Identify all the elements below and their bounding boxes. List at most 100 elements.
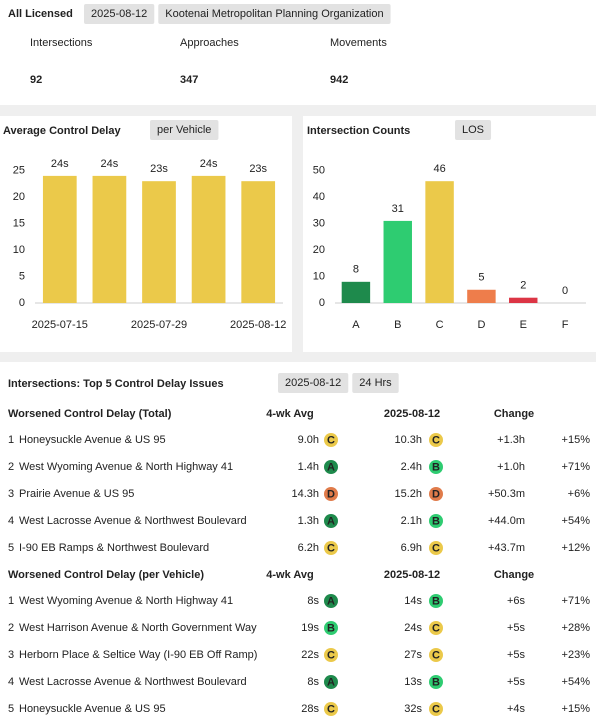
grade-letter: B [327,622,335,634]
delay-change: +43.7m [488,542,525,554]
y-tick-label: 20 [313,244,325,256]
grade-badge [429,702,443,716]
delay-change-pct: +15% [562,703,591,715]
grade-letter: B [432,676,440,688]
y-tick-label: 0 [319,297,325,309]
y-tick-label: 40 [313,191,325,203]
delay-change: +5s [507,676,526,688]
bar [467,289,496,303]
avg-delay: 22s [301,649,319,661]
y-tick-label: 5 [19,270,25,282]
delay-change: +4s [507,703,526,715]
y-tick-label: 20 [13,191,25,203]
bar [142,181,176,303]
grade-badge [324,460,338,474]
grade-letter: C [432,542,440,554]
kpi-value: 942 [330,74,348,86]
x-tick-label: B [394,319,401,331]
issues-title: Intersections: Top 5 Control Delay Issue… [8,378,224,390]
value-label: 31 [392,203,404,215]
current-delay: 24s [404,622,422,634]
tag [352,373,399,393]
column-header: 2025-08-12 [384,408,440,420]
x-tick-label: 2025-07-15 [32,319,88,331]
x-tick-label: F [562,319,569,331]
grade-letter: B [432,515,440,527]
grade-badge [429,433,443,447]
current-delay: 13s [404,676,422,688]
value-label: 2 [520,280,526,292]
current-delay: 6.9h [401,542,422,554]
delay-change: +44.0m [488,515,525,527]
bar [191,175,226,303]
kpi-label: Approaches [180,37,239,49]
intersection-name: West Wyoming Avenue & North Highway 41 [19,461,233,473]
intersection-name: Prairie Avenue & US 95 [19,488,134,500]
tag [84,4,155,24]
current-delay: 15.2h [394,488,422,500]
grade-letter: C [327,649,335,661]
grade-letter: C [432,703,440,715]
kpi-label: Movements [330,37,387,49]
row-rank: 4 [8,515,14,527]
intersection-name: Herborn Place & Seltice Way (I-90 EB Off… [19,649,257,661]
bar [42,175,77,303]
row-rank: 5 [8,703,14,715]
delay-change-pct: +54% [562,676,591,688]
value-label: 46 [433,163,445,175]
grade-letter: A [327,595,335,607]
x-tick-label: A [352,319,360,331]
column-header: Change [494,408,534,420]
tag-label: Kootenai Metropolitan Planning Organizat… [165,8,383,20]
avg-delay: 28s [301,703,319,715]
delay-change: +5s [507,622,526,634]
avg-delay: 19s [301,622,319,634]
grade-badge [429,594,443,608]
grade-letter: B [432,595,440,607]
tag-label: LOS [462,124,484,136]
grade-badge [429,675,443,689]
grade-badge [324,487,338,501]
grade-badge [429,621,443,635]
y-tick-label: 10 [13,244,25,256]
grade-letter: C [327,542,335,554]
grade-letter: C [327,434,335,446]
current-delay: 27s [404,649,422,661]
intersection-name: Honeysuckle Avenue & US 95 [19,703,166,715]
y-tick-label: 50 [313,164,325,176]
delay-change-pct: +12% [562,542,591,554]
delay-change: +50.3m [488,488,525,500]
delay-change-pct: +71% [562,461,591,473]
column-header: Worsened Control Delay (Total) [8,408,172,420]
current-delay: 14s [404,595,422,607]
column-header: 4-wk Avg [266,569,313,581]
row-rank: 5 [8,542,14,554]
current-delay: 2.4h [401,461,422,473]
grade-letter: A [327,676,335,688]
value-label: 24s [200,158,218,170]
grade-letter: C [432,649,440,661]
x-tick-label: C [436,319,444,331]
delay-change: +6s [507,595,526,607]
row-rank: 2 [8,622,14,634]
grade-badge [324,594,338,608]
delay-change-pct: +54% [562,515,591,527]
intersection-name: West Lacrosse Avenue & Northwest Bouleva… [19,676,247,688]
delay-change-pct: +71% [562,595,591,607]
kpi-value: 92 [30,74,42,86]
current-delay: 10.3h [394,434,422,446]
y-tick-label: 0 [19,297,25,309]
grade-badge [324,433,338,447]
y-tick-label: 25 [13,164,25,176]
intersection-name: Honeysuckle Avenue & US 95 [19,434,166,446]
grade-letter: C [432,622,440,634]
bar [341,281,371,303]
grade-letter: A [327,515,335,527]
tag-label: 2025-08-12 [285,377,341,389]
y-tick-label: 10 [313,270,325,282]
issues-panel [0,362,596,722]
delay-change: +5s [507,649,526,661]
row-rank: 3 [8,649,14,661]
grade-badge [429,487,443,501]
y-tick-label: 15 [13,217,25,229]
